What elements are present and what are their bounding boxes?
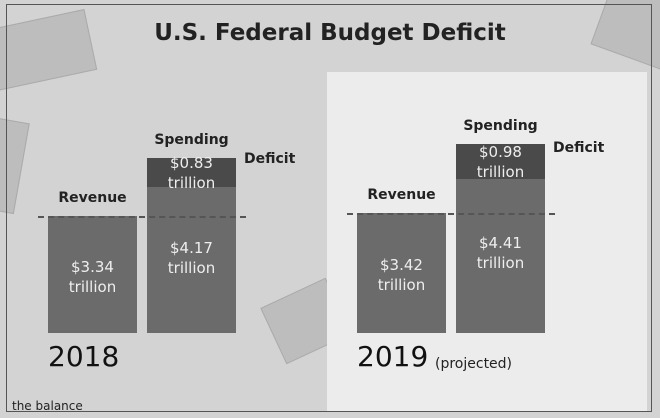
value-label: $0.98 trillion	[476, 142, 525, 181]
year-label: 2018	[48, 340, 120, 373]
bar	[48, 216, 137, 333]
bar	[456, 144, 545, 179]
frame	[6, 4, 652, 412]
value-label: $0.83 trillion	[167, 153, 216, 192]
chart-title: U.S. Federal Budget Deficit	[154, 20, 506, 46]
category-label: Revenue	[58, 190, 127, 207]
bar	[456, 178, 545, 333]
brand: the balance	[12, 399, 83, 413]
subtitle: (projected)	[435, 356, 513, 372]
value-label: $4.17 trillion	[167, 239, 216, 278]
category-label: Revenue	[367, 187, 436, 204]
legend-label: Deficit	[553, 139, 605, 156]
value-label: $3.34 trillion	[68, 258, 117, 296]
bar	[357, 213, 446, 333]
category-label: Spending	[463, 118, 538, 135]
dashed-line	[38, 216, 246, 219]
legend-label: Deficit	[244, 150, 296, 167]
value-label: $4.41 trillion	[476, 233, 525, 272]
year-label: 2019	[357, 340, 429, 373]
bar	[147, 187, 236, 333]
value-label: $3.42 trillion	[377, 256, 426, 295]
category-label: Spending	[154, 132, 229, 148]
dashed-line	[347, 213, 555, 216]
bar	[147, 158, 236, 188]
